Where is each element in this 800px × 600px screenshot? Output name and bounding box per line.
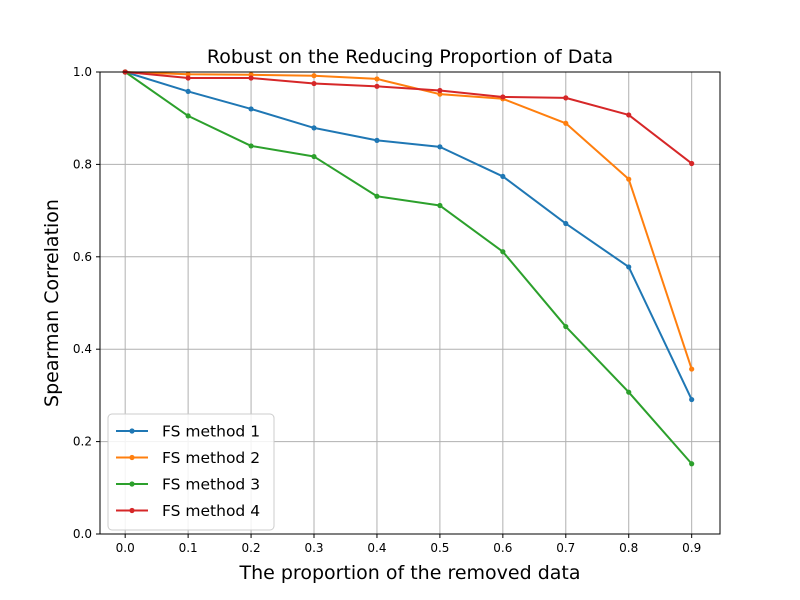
x-tick-label: 0.3	[304, 541, 323, 555]
series-lines	[122, 69, 695, 467]
data-point	[185, 113, 191, 119]
legend-label: FS method 2	[162, 449, 260, 467]
y-tick-label: 0.6	[73, 250, 92, 264]
x-tick-label: 0.5	[430, 541, 449, 555]
y-tick-label: 0.8	[73, 157, 92, 171]
data-point	[437, 91, 443, 97]
data-point	[563, 120, 569, 126]
legend-label: FS method 1	[162, 423, 260, 441]
data-point	[500, 249, 506, 255]
data-point	[437, 144, 443, 150]
legend-marker	[129, 507, 135, 514]
x-tick-label: 0.7	[556, 541, 575, 555]
data-point	[248, 143, 254, 149]
data-point	[500, 173, 506, 180]
data-point	[563, 323, 569, 330]
legend-label: FS method 4	[162, 502, 260, 520]
series-line	[124, 71, 693, 400]
legend-item: FS method 4	[116, 502, 260, 520]
data-point	[311, 125, 317, 131]
chart-title: Robust on the Reducing Proportion of Dat…	[207, 46, 613, 68]
data-point	[626, 112, 632, 118]
plot-frame	[99, 71, 721, 535]
data-point	[185, 88, 191, 95]
y-tick-label: 0.0	[73, 527, 92, 541]
data-point	[248, 106, 254, 112]
series-line	[124, 71, 693, 465]
x-tick-label: 0.4	[367, 541, 386, 555]
data-point	[185, 71, 191, 77]
y-tick-label: 1.0	[73, 65, 92, 79]
data-point	[311, 80, 317, 87]
legend-box	[107, 413, 275, 531]
x-tick-label: 0.6	[493, 541, 512, 555]
data-point	[311, 73, 317, 79]
data-point	[311, 153, 317, 160]
x-tick-label: 0.9	[682, 541, 701, 555]
series-line	[125, 71, 693, 370]
legend-marker	[129, 428, 135, 434]
data-point	[248, 75, 254, 81]
legend: FS method 1 FS method 2 FS method 3 FS meth…	[107, 413, 275, 531]
data-point	[689, 396, 695, 403]
legend-marker	[129, 454, 135, 461]
legend-item: FS method 3	[116, 476, 260, 494]
data-point	[563, 220, 569, 227]
data-point	[689, 461, 695, 467]
data-point	[563, 95, 569, 101]
data-point	[185, 75, 191, 81]
series-line	[125, 71, 693, 165]
data-point	[374, 193, 380, 199]
legend-label: FS method 3	[162, 476, 260, 494]
data-point	[437, 87, 443, 94]
x-axis-label: The proportion of the removed data	[238, 562, 580, 584]
data-point	[689, 366, 695, 372]
legend-item: FS method 2	[116, 449, 260, 467]
y-tick-label: 0.4	[73, 342, 92, 356]
x-tick-label: 0.0	[116, 541, 135, 555]
data-point	[374, 76, 380, 82]
data-point	[626, 176, 632, 182]
data-point	[626, 389, 632, 395]
y-axis-label: Spearman Correlation	[41, 199, 63, 407]
y-tick-label: 0.2	[73, 435, 92, 449]
x-tick-label: 0.2	[242, 541, 261, 555]
series-3	[122, 69, 695, 467]
legend-marker	[129, 481, 135, 487]
legend-item: FS method 1	[116, 423, 260, 441]
axis-ticks: 0.0 0.1 0.2 0.3 0.4 0.5 0.6 0.7 0.8 0.9 0.0 0.2 0.4 0…	[73, 65, 701, 555]
data-point	[374, 137, 380, 143]
x-tick-label: 0.1	[179, 541, 198, 555]
data-point	[437, 202, 443, 209]
series-4	[122, 69, 695, 167]
data-point	[626, 264, 632, 270]
data-point	[500, 94, 506, 100]
data-point	[374, 83, 380, 89]
x-tick-label: 0.8	[619, 541, 638, 555]
data-point	[689, 160, 695, 167]
